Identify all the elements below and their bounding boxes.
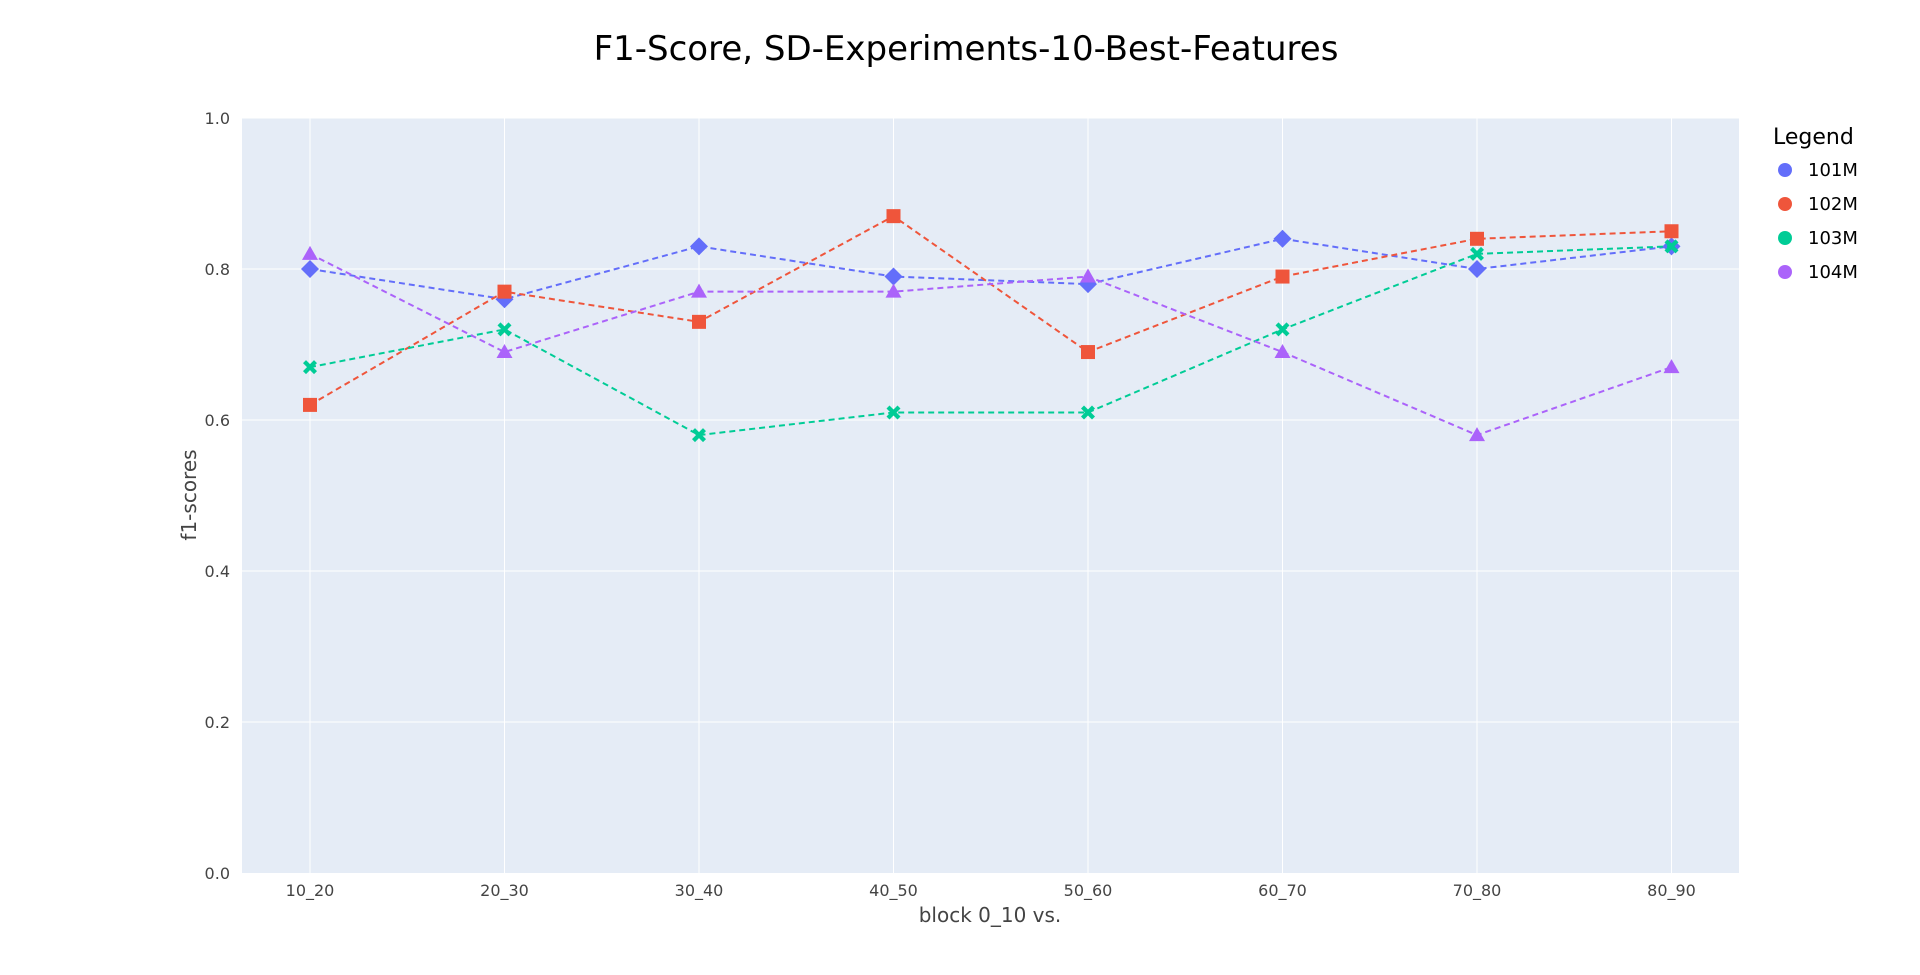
x-tick-label: 50_60 [1064, 881, 1113, 901]
legend-item-101m[interactable]: 101M [1778, 160, 1858, 181]
series-line-101m [309, 237, 1672, 301]
plot-area [242, 118, 1739, 873]
x-axis-label: block 0_10 vs. [919, 903, 1062, 927]
series-line-103m [309, 245, 1672, 437]
data-point-104m [691, 283, 707, 298]
data-point-102m [1275, 269, 1290, 284]
legend-label: 104M [1808, 262, 1858, 283]
data-point-102m [1081, 345, 1095, 360]
data-point-103m [303, 360, 317, 375]
x-tick-label: 30_40 [675, 881, 724, 901]
data-point-102m [497, 284, 512, 299]
data-point-102m [1664, 224, 1679, 239]
data-point-103m [1081, 405, 1095, 420]
y-tick-label: 0.6 [205, 411, 230, 430]
data-point-104m [1080, 268, 1096, 283]
data-point-101m [1468, 260, 1486, 278]
legend-title: Legend [1773, 125, 1854, 150]
x-tick-label: 80_90 [1647, 881, 1696, 901]
data-point-104m [302, 245, 318, 260]
legend-marker [1778, 231, 1792, 245]
data-point-103m [692, 428, 706, 443]
data-point-101m [690, 237, 708, 256]
chart-title: F1-Score, SD-Experiments-10-Best-Feature… [594, 29, 1339, 69]
data-point-101m [1273, 229, 1292, 248]
x-tick-label: 40_50 [869, 881, 918, 901]
legend-item-103m[interactable]: 103M [1778, 228, 1858, 249]
legend-marker [1778, 197, 1792, 211]
y-tick-label: 0.8 [205, 260, 230, 279]
legend-item-102m[interactable]: 102M [1778, 194, 1858, 215]
data-point-102m [886, 209, 901, 224]
data-point-104m [1663, 359, 1680, 374]
x-tick-label: 60_70 [1258, 881, 1307, 901]
x-tick-label: 70_80 [1453, 881, 1502, 901]
legend-marker [1778, 163, 1792, 177]
data-point-101m [884, 267, 903, 286]
legend-label: 101M [1808, 160, 1858, 181]
data-point-103m [1275, 322, 1290, 337]
data-point-103m [886, 405, 901, 420]
data-point-103m [1664, 239, 1679, 254]
legend[interactable]: Legend 101M 102M 103M 104M [1773, 125, 1858, 283]
series-layer [301, 209, 1681, 443]
legend-marker [1778, 265, 1792, 279]
x-tick-label: 20_30 [480, 881, 529, 901]
series-103m [303, 239, 1679, 443]
y-tick-label: 1.0 [205, 109, 230, 128]
data-point-103m [1470, 246, 1484, 261]
x-axis-ticks: 10_20 20_30 30_40 40_50 50_60 60_70 70_80 80_90 [286, 881, 1696, 901]
data-point-104m [885, 283, 902, 298]
y-tick-label: 0.0 [205, 864, 230, 883]
legend-label: 102M [1808, 194, 1858, 215]
data-point-102m [692, 314, 706, 329]
data-point-103m [497, 322, 512, 337]
data-point-101m [301, 260, 319, 278]
data-point-104m [1274, 344, 1291, 359]
y-tick-label: 0.2 [205, 713, 230, 732]
x-tick-label: 10_20 [286, 881, 335, 901]
legend-item-104m[interactable]: 104M [1778, 262, 1858, 283]
data-point-102m [303, 397, 317, 412]
y-axis-ticks: 0.0 0.2 0.4 0.6 0.8 1.0 [205, 109, 230, 883]
y-axis-label: f1-scores [177, 449, 201, 540]
series-line-104m [309, 253, 1672, 437]
data-point-104m [496, 344, 513, 359]
data-point-102m [1470, 231, 1484, 246]
y-tick-label: 0.4 [205, 562, 230, 581]
series-104m [302, 245, 1680, 442]
data-point-104m [1469, 427, 1485, 442]
legend-label: 103M [1808, 228, 1858, 249]
